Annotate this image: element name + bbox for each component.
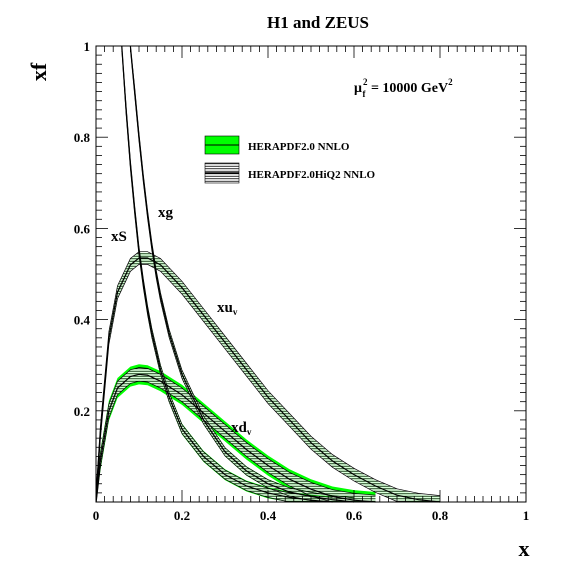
central-curves <box>95 45 441 503</box>
y-axis-title: xf <box>26 62 51 81</box>
x-tick-label: 0.8 <box>432 508 449 523</box>
annotation-value: = 10000 GeV <box>367 81 448 96</box>
band-hatched-xd_v <box>96 367 376 502</box>
y-tick-label: 0.6 <box>74 221 91 236</box>
axis-ticks <box>95 45 527 503</box>
label-xuv-sub: v <box>233 307 238 317</box>
y-tick-label: 0.4 <box>74 313 91 328</box>
annotation-sup: 2 <box>363 77 368 87</box>
label-xdv-main: xd <box>231 420 248 436</box>
annotation-mu: μ <box>354 81 362 96</box>
band-green-xd_v <box>96 364 376 502</box>
label-xS: xS <box>111 229 127 245</box>
band-edge-xu_v-upper <box>96 251 441 496</box>
x-tick-label: 0.6 <box>346 508 363 523</box>
band-edge-xu_v-lower <box>96 264 440 503</box>
scale-annotation: μ2 f = 10000 GeV2 <box>354 77 453 99</box>
label-xuv: xuv <box>217 300 238 317</box>
tick-labels: 0 0.2 0.4 0.6 0.8 1 0.2 0.4 0.6 0.8 1 <box>74 39 530 523</box>
legend-label-hatched: HERAPDF2.0HiQ2 NNLO <box>248 169 376 181</box>
label-xdv-sub: v <box>247 427 252 437</box>
annotation-sub: f <box>362 89 366 99</box>
legend: HERAPDF2.0 NNLO HERAPDF2.0HiQ2 NNLO <box>204 135 376 184</box>
legend-label-green: HERAPDF2.0 NNLO <box>248 141 350 153</box>
chart-title: H1 and ZEUS <box>267 13 369 32</box>
x-axis-title: x <box>519 536 530 561</box>
x-tick-label: 1 <box>523 508 530 523</box>
uncertainty-bands <box>96 46 441 502</box>
curve-xS <box>121 45 333 503</box>
x-tick-label: 0.2 <box>174 508 190 523</box>
x-tick-label: 0 <box>93 508 100 523</box>
curve-xg <box>129 45 355 503</box>
curve-xd_v <box>95 373 376 503</box>
plot-frame <box>95 45 527 503</box>
label-xuv-main: xu <box>217 300 233 316</box>
y-tick-label: 1 <box>84 39 91 54</box>
annotation-unit-sup: 2 <box>448 77 453 87</box>
label-xdv: xdv <box>231 420 252 437</box>
y-tick-label: 0.2 <box>74 404 90 419</box>
label-xg: xg <box>158 205 174 221</box>
x-tick-label: 0.4 <box>260 508 277 523</box>
curve-xu_v <box>95 257 441 503</box>
y-tick-label: 0.8 <box>74 130 91 145</box>
